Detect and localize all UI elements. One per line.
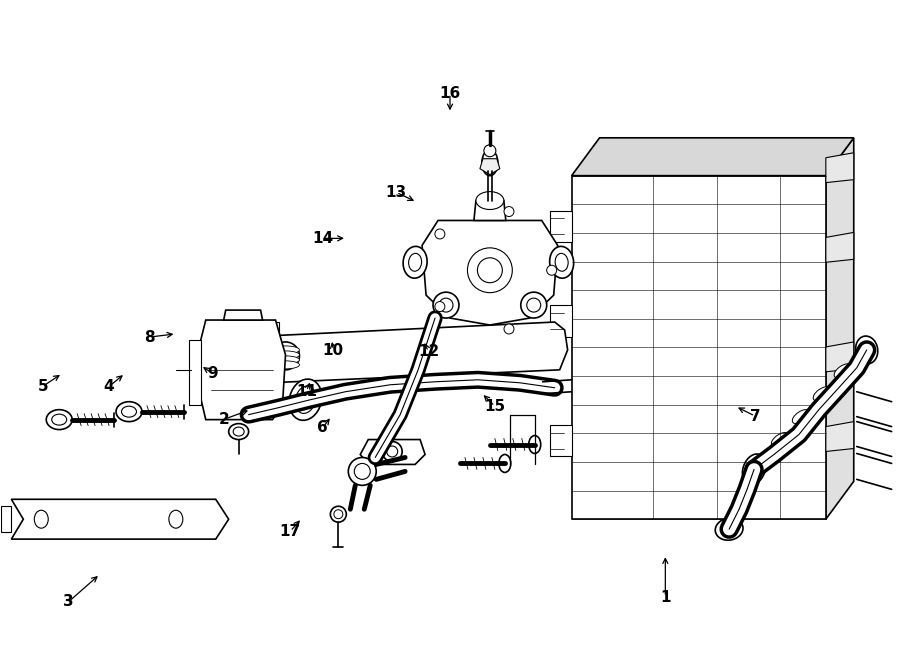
Text: 7: 7 <box>750 408 760 424</box>
Ellipse shape <box>229 424 248 440</box>
Text: 9: 9 <box>207 366 218 381</box>
Polygon shape <box>219 322 568 385</box>
Ellipse shape <box>248 333 257 343</box>
Text: 17: 17 <box>280 524 301 539</box>
Polygon shape <box>826 422 854 451</box>
Polygon shape <box>826 153 854 182</box>
Ellipse shape <box>233 427 244 436</box>
Ellipse shape <box>477 258 502 283</box>
Polygon shape <box>550 305 572 337</box>
Text: 6: 6 <box>317 420 328 436</box>
Ellipse shape <box>814 387 831 401</box>
Ellipse shape <box>529 436 541 453</box>
Ellipse shape <box>792 410 810 424</box>
Ellipse shape <box>526 298 541 312</box>
Ellipse shape <box>122 406 137 417</box>
Ellipse shape <box>248 353 257 363</box>
Polygon shape <box>360 440 425 465</box>
Ellipse shape <box>467 248 512 293</box>
Ellipse shape <box>272 346 300 354</box>
Ellipse shape <box>382 442 402 461</box>
Text: 10: 10 <box>323 343 344 358</box>
Polygon shape <box>550 210 572 243</box>
Ellipse shape <box>716 518 743 540</box>
Polygon shape <box>12 499 229 539</box>
Ellipse shape <box>499 455 511 473</box>
Polygon shape <box>474 200 506 221</box>
Ellipse shape <box>550 247 573 278</box>
Ellipse shape <box>46 410 72 430</box>
Ellipse shape <box>504 206 514 217</box>
Ellipse shape <box>546 265 557 275</box>
Ellipse shape <box>484 145 496 157</box>
Polygon shape <box>199 320 285 420</box>
Ellipse shape <box>272 361 300 369</box>
Polygon shape <box>224 310 263 320</box>
Text: 14: 14 <box>312 231 333 246</box>
Text: 2: 2 <box>219 412 230 427</box>
Ellipse shape <box>261 333 271 343</box>
Ellipse shape <box>355 463 370 479</box>
Ellipse shape <box>169 510 183 528</box>
Text: 11: 11 <box>296 383 317 399</box>
Ellipse shape <box>439 298 453 312</box>
Ellipse shape <box>409 253 421 271</box>
Polygon shape <box>480 159 500 175</box>
Ellipse shape <box>51 414 67 425</box>
Ellipse shape <box>521 292 546 318</box>
Ellipse shape <box>476 192 504 210</box>
Ellipse shape <box>34 510 49 528</box>
Text: 12: 12 <box>418 344 439 359</box>
Text: 4: 4 <box>104 379 114 394</box>
Polygon shape <box>550 424 572 457</box>
Text: 16: 16 <box>439 86 461 101</box>
Ellipse shape <box>227 332 239 344</box>
Ellipse shape <box>742 454 766 485</box>
Ellipse shape <box>387 446 398 457</box>
Ellipse shape <box>334 510 343 519</box>
Ellipse shape <box>834 364 851 378</box>
Ellipse shape <box>751 455 768 469</box>
Polygon shape <box>2 506 12 532</box>
Text: 13: 13 <box>385 185 407 200</box>
Ellipse shape <box>348 457 376 485</box>
Ellipse shape <box>482 150 498 176</box>
Ellipse shape <box>272 342 300 370</box>
Ellipse shape <box>435 301 445 311</box>
Polygon shape <box>422 221 558 325</box>
Ellipse shape <box>116 402 142 422</box>
Ellipse shape <box>856 336 878 364</box>
Polygon shape <box>826 137 854 519</box>
Polygon shape <box>572 137 854 176</box>
Bar <box>572 176 826 519</box>
Text: 15: 15 <box>484 399 506 414</box>
Ellipse shape <box>435 229 445 239</box>
Ellipse shape <box>295 386 316 413</box>
Polygon shape <box>826 342 854 372</box>
Ellipse shape <box>289 379 322 420</box>
Polygon shape <box>826 233 854 262</box>
Ellipse shape <box>433 292 459 318</box>
Text: 5: 5 <box>37 379 48 394</box>
Text: 8: 8 <box>144 330 155 344</box>
Text: 3: 3 <box>63 594 74 609</box>
Ellipse shape <box>277 348 293 364</box>
Ellipse shape <box>272 351 300 359</box>
Polygon shape <box>219 322 278 390</box>
Ellipse shape <box>504 324 514 334</box>
Ellipse shape <box>261 353 271 363</box>
Ellipse shape <box>272 356 300 364</box>
Polygon shape <box>189 340 201 405</box>
Ellipse shape <box>330 506 346 522</box>
Ellipse shape <box>555 253 568 271</box>
Text: 1: 1 <box>660 590 670 605</box>
Ellipse shape <box>771 432 788 447</box>
Ellipse shape <box>403 247 427 278</box>
